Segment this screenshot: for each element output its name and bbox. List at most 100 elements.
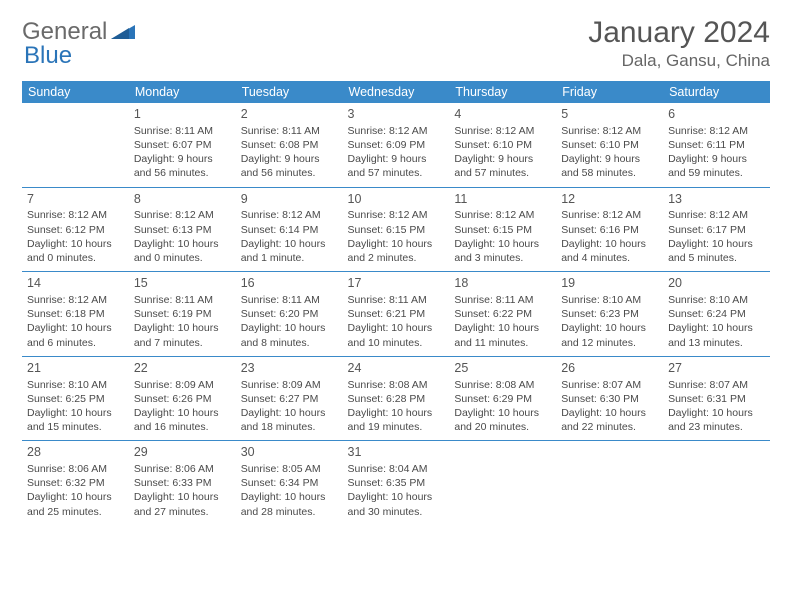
day-info-line: Sunrise: 8:12 AM [668,208,765,222]
brand-triangle-icon [111,21,135,44]
day-info-line: and 30 minutes. [348,505,445,519]
day-number: 27 [668,360,765,377]
day-info-line: Daylight: 10 hours [561,321,658,335]
day-info-line: Sunrise: 8:05 AM [241,462,338,476]
calendar-day-cell: 17Sunrise: 8:11 AMSunset: 6:21 PMDayligh… [343,272,450,357]
calendar-day-cell: 21Sunrise: 8:10 AMSunset: 6:25 PMDayligh… [22,356,129,441]
day-info-line: Sunrise: 8:12 AM [27,208,124,222]
day-number: 20 [668,275,765,292]
day-number: 29 [134,444,231,461]
day-number: 10 [348,191,445,208]
day-info-line: Sunset: 6:31 PM [668,392,765,406]
weekday-header: Monday [129,81,236,103]
calendar-day-cell: 25Sunrise: 8:08 AMSunset: 6:29 PMDayligh… [449,356,556,441]
day-info-line: Sunset: 6:07 PM [134,138,231,152]
calendar-day-cell: 2Sunrise: 8:11 AMSunset: 6:08 PMDaylight… [236,103,343,187]
calendar-page: General January 2024 Dala, Gansu, China … [0,0,792,543]
day-info-line: and 15 minutes. [27,420,124,434]
day-number: 23 [241,360,338,377]
day-info-line: Sunrise: 8:09 AM [134,378,231,392]
day-info-line: Sunrise: 8:11 AM [134,293,231,307]
day-info-line: Daylight: 10 hours [241,490,338,504]
calendar-day-cell: 15Sunrise: 8:11 AMSunset: 6:19 PMDayligh… [129,272,236,357]
day-info-line: Daylight: 10 hours [454,237,551,251]
day-number: 17 [348,275,445,292]
day-number: 3 [348,106,445,123]
day-number: 2 [241,106,338,123]
calendar-day-cell: 28Sunrise: 8:06 AMSunset: 6:32 PMDayligh… [22,441,129,525]
day-number: 13 [668,191,765,208]
day-number: 8 [134,191,231,208]
day-info-line: Sunset: 6:20 PM [241,307,338,321]
day-info-line: Sunrise: 8:08 AM [454,378,551,392]
day-info-line: Daylight: 10 hours [348,321,445,335]
day-info-line: and 27 minutes. [134,505,231,519]
day-info-line: Daylight: 10 hours [668,237,765,251]
day-info-line: Sunrise: 8:12 AM [134,208,231,222]
weekday-header-row: SundayMondayTuesdayWednesdayThursdayFrid… [22,81,770,103]
calendar-day-cell: 3Sunrise: 8:12 AMSunset: 6:09 PMDaylight… [343,103,450,187]
calendar-week-row: 1Sunrise: 8:11 AMSunset: 6:07 PMDaylight… [22,103,770,187]
day-info-line: Sunrise: 8:11 AM [241,124,338,138]
calendar-day-cell: 4Sunrise: 8:12 AMSunset: 6:10 PMDaylight… [449,103,556,187]
day-info-line: and 57 minutes. [454,166,551,180]
day-info-line: Sunset: 6:15 PM [348,223,445,237]
calendar-day-cell: 1Sunrise: 8:11 AMSunset: 6:07 PMDaylight… [129,103,236,187]
calendar-day-cell [22,103,129,187]
day-info-line: Daylight: 9 hours [454,152,551,166]
day-info-line: Sunrise: 8:12 AM [241,208,338,222]
calendar-day-cell: 20Sunrise: 8:10 AMSunset: 6:24 PMDayligh… [663,272,770,357]
day-info-line: and 12 minutes. [561,336,658,350]
calendar-day-cell: 11Sunrise: 8:12 AMSunset: 6:15 PMDayligh… [449,187,556,272]
day-info-line: Sunrise: 8:12 AM [454,124,551,138]
day-info-line: and 19 minutes. [348,420,445,434]
day-number: 25 [454,360,551,377]
day-info-line: Sunrise: 8:12 AM [561,124,658,138]
calendar-day-cell: 31Sunrise: 8:04 AMSunset: 6:35 PMDayligh… [343,441,450,525]
day-info-line: and 8 minutes. [241,336,338,350]
day-number: 28 [27,444,124,461]
day-number: 5 [561,106,658,123]
day-number: 21 [27,360,124,377]
day-info-line: Daylight: 10 hours [134,406,231,420]
calendar-day-cell: 14Sunrise: 8:12 AMSunset: 6:18 PMDayligh… [22,272,129,357]
day-info-line: Daylight: 10 hours [134,321,231,335]
calendar-day-cell: 13Sunrise: 8:12 AMSunset: 6:17 PMDayligh… [663,187,770,272]
weekday-header: Saturday [663,81,770,103]
day-info-line: Sunset: 6:13 PM [134,223,231,237]
day-number: 11 [454,191,551,208]
day-info-line: and 16 minutes. [134,420,231,434]
day-info-line: and 10 minutes. [348,336,445,350]
day-info-line: Daylight: 9 hours [348,152,445,166]
calendar-day-cell: 7Sunrise: 8:12 AMSunset: 6:12 PMDaylight… [22,187,129,272]
calendar-day-cell: 8Sunrise: 8:12 AMSunset: 6:13 PMDaylight… [129,187,236,272]
day-info-line: Daylight: 9 hours [668,152,765,166]
calendar-day-cell: 22Sunrise: 8:09 AMSunset: 6:26 PMDayligh… [129,356,236,441]
weekday-header: Tuesday [236,81,343,103]
day-info-line: Sunset: 6:08 PM [241,138,338,152]
day-info-line: Sunrise: 8:10 AM [27,378,124,392]
day-info-line: Daylight: 10 hours [27,406,124,420]
calendar-week-row: 21Sunrise: 8:10 AMSunset: 6:25 PMDayligh… [22,356,770,441]
calendar-day-cell: 29Sunrise: 8:06 AMSunset: 6:33 PMDayligh… [129,441,236,525]
day-info-line: Sunset: 6:10 PM [454,138,551,152]
calendar-table: SundayMondayTuesdayWednesdayThursdayFrid… [22,81,770,525]
day-info-line: and 20 minutes. [454,420,551,434]
calendar-day-cell: 24Sunrise: 8:08 AMSunset: 6:28 PMDayligh… [343,356,450,441]
day-info-line: Sunrise: 8:11 AM [348,293,445,307]
brand-part2: Blue [24,42,72,69]
day-info-line: Sunrise: 8:12 AM [348,208,445,222]
day-info-line: and 4 minutes. [561,251,658,265]
day-info-line: and 2 minutes. [348,251,445,265]
day-info-line: Sunset: 6:35 PM [348,476,445,490]
calendar-body: 1Sunrise: 8:11 AMSunset: 6:07 PMDaylight… [22,103,770,525]
day-info-line: Daylight: 10 hours [348,490,445,504]
brand-part2-wrap: Blue [24,42,72,70]
day-info-line: Sunrise: 8:11 AM [134,124,231,138]
day-info-line: and 7 minutes. [134,336,231,350]
day-info-line: Daylight: 10 hours [241,321,338,335]
calendar-day-cell: 23Sunrise: 8:09 AMSunset: 6:27 PMDayligh… [236,356,343,441]
day-info-line: Sunset: 6:33 PM [134,476,231,490]
day-info-line: Sunset: 6:09 PM [348,138,445,152]
day-info-line: and 6 minutes. [27,336,124,350]
